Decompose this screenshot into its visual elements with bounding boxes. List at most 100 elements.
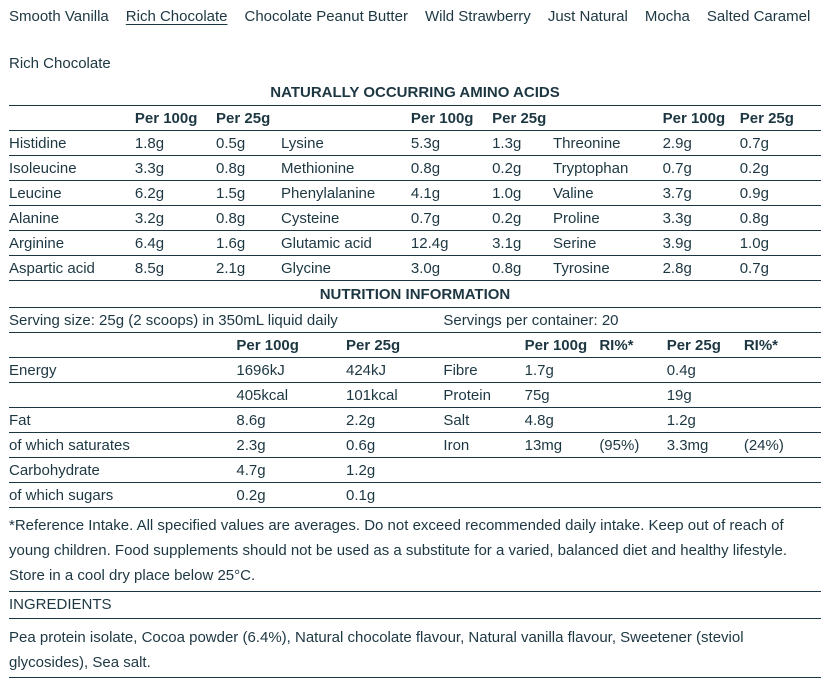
table-cell: 8.5g xyxy=(134,255,217,281)
table-cell: 3.1g xyxy=(492,230,553,256)
table-cell: 12.4g xyxy=(410,230,493,256)
table-cell: Glycine xyxy=(281,255,411,281)
table-cell: Leucine xyxy=(9,180,135,206)
table-cell xyxy=(666,457,744,483)
table-cell: 0.8g xyxy=(410,155,493,181)
table-row: Carbohydrate 4.7g 1.2g xyxy=(9,457,821,483)
tab-wild-strawberry[interactable]: Wild Strawberry xyxy=(424,8,531,25)
table-cell: Glutamic acid xyxy=(281,230,411,256)
serving-info-row-group: Serving size: 25g (2 scoops) in 350mL li… xyxy=(9,307,821,333)
column-header: Per 100g xyxy=(524,332,600,358)
table-cell: 6.2g xyxy=(134,180,217,206)
column-header xyxy=(552,105,663,131)
serving-row: Serving size: 25g (2 scoops) in 350mL li… xyxy=(9,307,821,333)
column-header: Per 100g xyxy=(662,105,740,131)
table-row: Arginine 6.4g 1.6g Glutamic acid 12.4g 3.1g Se… xyxy=(9,230,821,256)
table-cell: 75g xyxy=(524,382,600,408)
table-cell xyxy=(599,407,667,433)
table-cell: 101kcal xyxy=(345,382,444,408)
table-row: of which saturates 2.3g 0.6g Iron 13mg (95%) 3… xyxy=(9,432,821,458)
column-header: Per 25g xyxy=(345,332,444,358)
table-cell xyxy=(743,382,821,408)
column-header: Per 25g xyxy=(216,105,281,131)
tab-just-natural[interactable]: Just Natural xyxy=(547,8,628,25)
table-cell xyxy=(524,457,600,483)
table-cell: 0.8g xyxy=(492,255,553,281)
table-cell: 1.6g xyxy=(216,230,281,256)
table-cell: 1.3g xyxy=(492,130,553,156)
column-header: RI%* xyxy=(599,332,667,358)
table-cell: Iron xyxy=(443,432,525,458)
tab-salted-caramel[interactable]: Salted Caramel xyxy=(706,8,811,25)
table-cell: 0.7g xyxy=(410,205,493,231)
table-cell: 3.9g xyxy=(662,230,740,256)
table-row: Energy 1696kJ 424kJ Fibre 1.7g 0.4g xyxy=(9,357,821,383)
column-header: Per 100g xyxy=(410,105,493,131)
table-cell: 0.2g xyxy=(492,205,553,231)
table-cell: Salt xyxy=(443,407,525,433)
table-row: Per 100g Per 25g Per 100g RI%* Per 25g RI%* xyxy=(9,332,821,358)
table-cell: 2.2g xyxy=(345,407,444,433)
table-cell: (95%) xyxy=(599,432,667,458)
tab-smooth-vanilla[interactable]: Smooth Vanilla xyxy=(9,8,109,25)
table-cell: Serine xyxy=(552,230,663,256)
table-cell: 1.0g xyxy=(739,230,821,256)
table-cell xyxy=(743,407,821,433)
table-row: of which sugars 0.2g 0.1g xyxy=(9,482,821,508)
table-cell: 1.7g xyxy=(524,357,600,383)
table-cell: 3.3g xyxy=(134,155,217,181)
column-header xyxy=(9,332,237,358)
table-cell: 3.2g xyxy=(134,205,217,231)
nutrition-title: NUTRITION INFORMATION xyxy=(319,286,511,303)
tab-chocolate-peanut-butter[interactable]: Chocolate Peanut Butter xyxy=(244,8,408,25)
servings-per-container: Servings per container: 20 xyxy=(443,307,821,333)
table-cell: 0.2g xyxy=(739,155,821,181)
table-row: Alanine 3.2g 0.8g Cysteine 0.7g 0.2g Proline 3.… xyxy=(9,205,821,231)
table-cell: 424kJ xyxy=(345,357,444,383)
table-cell: 0.6g xyxy=(345,432,444,458)
table-cell xyxy=(599,382,667,408)
amino-acids-title: NATURALLY OCCURRING AMINO ACIDS xyxy=(270,84,560,101)
table-cell xyxy=(743,457,821,483)
table-cell: Alanine xyxy=(9,205,135,231)
column-header xyxy=(9,105,135,131)
table-cell xyxy=(599,482,667,508)
table-cell: 5.3g xyxy=(410,130,493,156)
column-header: Per 25g xyxy=(492,105,553,131)
table-cell: 0.5g xyxy=(216,130,281,156)
column-header xyxy=(281,105,411,131)
table-cell: 3.0g xyxy=(410,255,493,281)
table-row: Histidine 1.8g 0.5g Lysine 5.3g 1.3g Threonine… xyxy=(9,130,821,156)
tab-mocha[interactable]: Mocha xyxy=(644,8,690,25)
nutrition-section: NUTRITION INFORMATION Serving size: 25g … xyxy=(9,286,821,508)
tab-rich-chocolate[interactable]: Rich Chocolate xyxy=(125,8,228,25)
table-cell: 3.3g xyxy=(662,205,740,231)
table-cell: Arginine xyxy=(9,230,135,256)
table-cell xyxy=(443,482,525,508)
ingredients-heading: INGREDIENTS xyxy=(9,592,821,619)
table-cell: 1.0g xyxy=(492,180,553,206)
table-cell: Fibre xyxy=(443,357,525,383)
table-cell: 8.6g xyxy=(236,407,346,433)
table-cell: 4.8g xyxy=(524,407,600,433)
table-cell: Tryptophan xyxy=(552,155,663,181)
table-cell: Energy xyxy=(9,357,237,383)
table-cell: 3.7g xyxy=(662,180,740,206)
column-header: Per 25g xyxy=(666,332,744,358)
column-header: RI%* xyxy=(743,332,821,358)
table-cell: 1.8g xyxy=(134,130,217,156)
table-cell: of which saturates xyxy=(9,432,237,458)
table-cell: Cysteine xyxy=(281,205,411,231)
table-cell: 0.7g xyxy=(739,130,821,156)
table-cell xyxy=(666,482,744,508)
table-cell: 13mg xyxy=(524,432,600,458)
table-cell: 1.2g xyxy=(666,407,744,433)
table-cell: Protein xyxy=(443,382,525,408)
flavour-heading: Rich Chocolate xyxy=(9,55,111,72)
table-cell: Isoleucine xyxy=(9,155,135,181)
table-cell: 0.7g xyxy=(662,155,740,181)
table-cell: 0.2g xyxy=(236,482,346,508)
table-cell xyxy=(743,357,821,383)
table-cell: Phenylalanine xyxy=(281,180,411,206)
table-row: Leucine 6.2g 1.5g Phenylalanine 4.1g 1.0g Vali… xyxy=(9,180,821,206)
